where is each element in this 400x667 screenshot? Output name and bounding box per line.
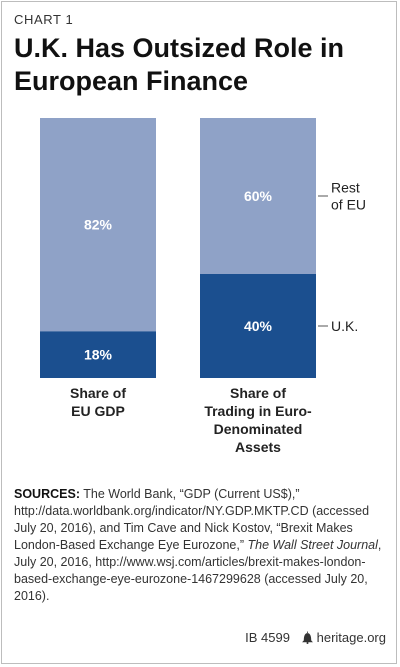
bar-segment-u-k-2	[200, 274, 316, 378]
bar-segment-u-k-1	[40, 331, 156, 378]
data-label-u-k-1: 18%	[84, 347, 113, 363]
legend-label-rest-of-eu-line-1: Rest	[331, 180, 360, 196]
sources-text-2: , July 20, 2016, http://www.wsj.com/arti…	[14, 538, 382, 603]
bar-segment-rest-of-eu-2	[200, 118, 316, 274]
footer: IB 4599 heritage.org	[245, 630, 386, 647]
bar-segment-rest-of-eu-1	[40, 118, 156, 332]
category-label-2-line-3: Denominated	[214, 421, 303, 437]
report-id: IB 4599	[245, 630, 290, 645]
chart-title-line-2: European Finance	[14, 66, 249, 96]
data-label-u-k-2: 40%	[244, 318, 273, 334]
category-label-1-line-2: EU GDP	[71, 403, 125, 419]
category-label-1-line-1: Share of	[70, 385, 126, 401]
sources-note: SOURCES: The World Bank, “GDP (Current U…	[14, 486, 394, 605]
chart-title-line-1: U.K. Has Outsized Role in	[14, 33, 345, 63]
sources-heading: SOURCES:	[14, 487, 80, 501]
stacked-bar-chart: 18% 82% Share of EU GDP 40% 60% Share of Tradin…	[40, 118, 366, 455]
legend-label-u-k-line-1: U.K.	[331, 318, 358, 334]
data-label-rest-of-eu-2: 60%	[244, 188, 273, 204]
sources-text-1: The World Bank, “GDP (Current US$),” htt…	[14, 487, 370, 552]
legend-label-rest-of-eu-line-2: of EU	[331, 197, 366, 213]
category-label-2-line-1: Share of	[230, 385, 286, 401]
category-label-2-line-4: Assets	[235, 439, 281, 455]
category-label-2-line-2: Trading in Euro-	[204, 403, 312, 419]
liberty-bell-icon	[301, 631, 313, 647]
chart-title: U.K. Has Outsized Role in European Finan…	[14, 32, 384, 98]
sources-publication: The Wall Street Journal	[247, 538, 378, 552]
chart-number-label: CHART 1	[14, 12, 74, 27]
site-name: heritage.org	[316, 630, 386, 645]
data-label-rest-of-eu-1: 82%	[84, 217, 113, 233]
